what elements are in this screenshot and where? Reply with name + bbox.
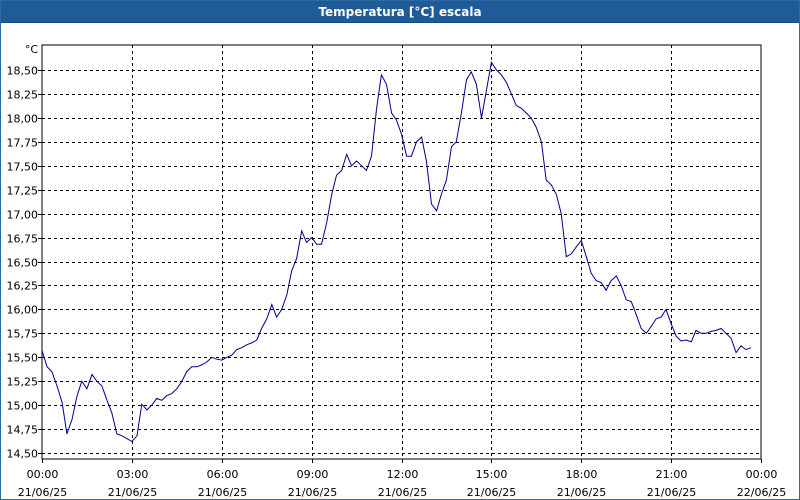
grid-lines [42, 45, 761, 459]
x-tick-time-label: 09:00 [297, 468, 329, 481]
y-tick-label: 17,75 [7, 137, 39, 150]
y-tick-label: 15,50 [7, 352, 39, 365]
y-tick-label: 18,50 [7, 65, 39, 78]
x-tick-date-label: 21/06/25 [557, 486, 606, 499]
series-line [41, 60, 752, 443]
y-tick-label: 15,00 [7, 400, 39, 413]
x-tick-date-label: 22/06/25 [737, 486, 786, 499]
x-tick-time-label: 18:00 [566, 468, 598, 481]
x-tick-date-label: 21/06/25 [647, 486, 696, 499]
y-tick-label: 15,75 [7, 328, 39, 341]
y-tick-label: 18,00 [7, 113, 39, 126]
y-axis-label: °C [25, 43, 39, 56]
y-tick-label: 17,25 [7, 185, 39, 198]
line-chart: 14,50 14,75 15,00 15,25 15,50 15,75 16,00 16,25… [7, 43, 787, 499]
x-tick-time-label: 03:00 [117, 468, 149, 481]
x-tick-date-label: 21/06/25 [108, 486, 157, 499]
y-tick-label: 17,50 [7, 161, 39, 174]
y-axis: 14,50 14,75 15,00 15,25 15,50 15,75 16,00 16,25… [7, 65, 42, 461]
x-tick-date-label: 21/06/25 [288, 486, 337, 499]
x-tick-time-label: 15:00 [476, 468, 508, 481]
y-tick-label: 16,75 [7, 233, 39, 246]
y-tick-label: 18,25 [7, 89, 39, 102]
y-tick-label: 17,00 [7, 209, 39, 222]
x-tick-date-label: 21/06/25 [378, 486, 427, 499]
y-tick-label: 16,25 [7, 280, 39, 293]
y-tick-label: 15,25 [7, 376, 39, 389]
title-bar: Temperatura [°C] escala [1, 1, 799, 23]
y-tick-label: 16,50 [7, 257, 39, 270]
y-tick-label: 14,50 [7, 448, 39, 461]
x-tick-time-label: 06:00 [207, 468, 239, 481]
y-tick-label: 14,75 [7, 424, 39, 437]
x-axis: 00:00 21/06/25 03:00 21/06/25 06:00 21/06/25 0… [18, 459, 786, 499]
x-tick-date-label: 21/06/25 [18, 486, 67, 499]
x-tick-date-label: 21/06/25 [198, 486, 247, 499]
plot-area [41, 44, 762, 460]
x-tick-time-label: 21:00 [656, 468, 688, 481]
x-tick-time-label: 12:00 [387, 468, 419, 481]
y-tick-label: 16,00 [7, 304, 39, 317]
chart-title: Temperatura [°C] escala [318, 4, 482, 19]
x-tick-time-label: 00:00 [27, 468, 59, 481]
x-tick-date-label: 21/06/25 [467, 486, 516, 499]
x-tick-time-label: 00:00 [746, 468, 778, 481]
